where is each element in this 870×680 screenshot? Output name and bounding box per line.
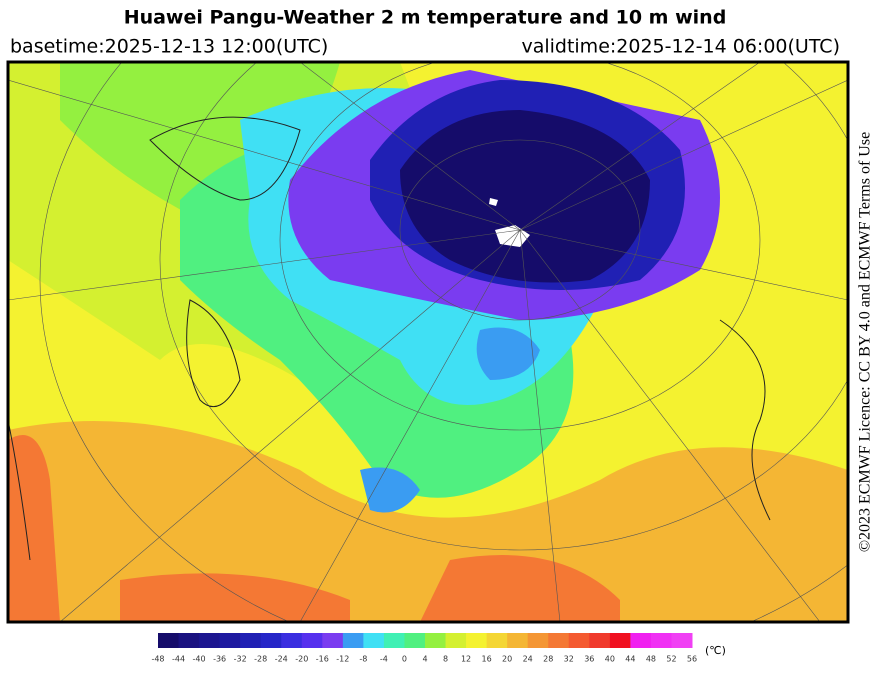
colorbar-segment xyxy=(568,633,590,648)
colorbar-segment xyxy=(301,633,323,648)
colorbar-tick-label: -36 xyxy=(213,655,226,664)
colorbar-segment xyxy=(260,633,282,648)
colorbar-segment xyxy=(404,633,426,648)
colorbar-segment xyxy=(527,633,549,648)
colorbar-tick-label: -8 xyxy=(359,655,367,664)
colorbar-segment xyxy=(445,633,467,648)
colorbar-segment xyxy=(630,633,652,648)
licence: ©2023 ECMWF Licence: CC BY 4.0 and ECMWF… xyxy=(857,132,870,552)
colorbar-segment xyxy=(342,633,364,648)
colorbar-tick-label: 28 xyxy=(543,655,553,664)
title: Huawei Pangu-Weather 2 m temperature and… xyxy=(124,7,727,29)
colorbar-segment xyxy=(383,633,405,648)
colorbar-tick-label: 56 xyxy=(687,655,697,664)
colorbar-tick-label: 48 xyxy=(646,655,656,664)
colorbar-tick-label: -32 xyxy=(234,655,247,664)
colorbar-tick-label: 8 xyxy=(443,655,448,664)
colorbar-tick-label: -16 xyxy=(316,655,329,664)
map xyxy=(8,62,848,622)
colorbar-tick-label: -28 xyxy=(254,655,267,664)
colorbar-segment xyxy=(671,633,693,648)
colorbar-tick-label: -24 xyxy=(275,655,288,664)
colorbar-tick-label: 44 xyxy=(625,655,635,664)
colorbar-segment xyxy=(199,633,221,648)
colorbar-tick-label: -44 xyxy=(172,655,185,664)
colorbar-segment xyxy=(158,633,180,648)
colorbar-tick-label: -20 xyxy=(295,655,308,664)
colorbar-tick-label: -48 xyxy=(151,655,164,664)
colorbar-segment xyxy=(609,633,631,648)
colorbar-tick-label: -40 xyxy=(193,655,206,664)
colorbar-segment xyxy=(322,633,344,648)
colorbar-tick-label: 20 xyxy=(502,655,512,664)
colorbar-segment xyxy=(507,633,529,648)
colorbar-tick-label: -4 xyxy=(380,655,388,664)
colorbar-tick-label: 40 xyxy=(605,655,615,664)
colorbar-tick-label: 24 xyxy=(523,655,533,664)
colorbar: -48 -44 -40 -36 -32 -28 -24 -20 -16 -12 -8 -4 0 4 8 12 1… xyxy=(151,633,697,664)
colorbar-tick-label: 36 xyxy=(584,655,594,664)
colorbar-tick-label: 12 xyxy=(461,655,471,664)
colorbar-segment xyxy=(178,633,200,648)
colorbar-tick-label: 52 xyxy=(666,655,676,664)
colorbar-segment xyxy=(425,633,447,648)
colorbar-tick-label: 16 xyxy=(482,655,492,664)
basetime: basetime:2025-12-13 12:00(UTC) xyxy=(10,36,328,58)
colorbar-unit: (℃) xyxy=(705,644,726,657)
colorbar-segment xyxy=(281,633,303,648)
colorbar-segment xyxy=(363,633,385,648)
colorbar-tick-label: 4 xyxy=(422,655,427,664)
colorbar-segment xyxy=(466,633,488,648)
colorbar-segment xyxy=(548,633,570,648)
map-frame xyxy=(6,60,850,624)
colorbar-segment xyxy=(650,633,672,648)
colorbar-tick-label: 32 xyxy=(564,655,574,664)
colorbar-segment xyxy=(589,633,611,648)
colorbar-tick-label: -12 xyxy=(336,655,349,664)
colorbar-segment xyxy=(486,633,508,648)
colorbar-tick-label: 0 xyxy=(402,655,407,664)
colorbar-segment xyxy=(219,633,241,648)
colorbar-segment xyxy=(240,633,262,648)
validtime: validtime:2025-12-14 06:00(UTC) xyxy=(521,36,840,58)
